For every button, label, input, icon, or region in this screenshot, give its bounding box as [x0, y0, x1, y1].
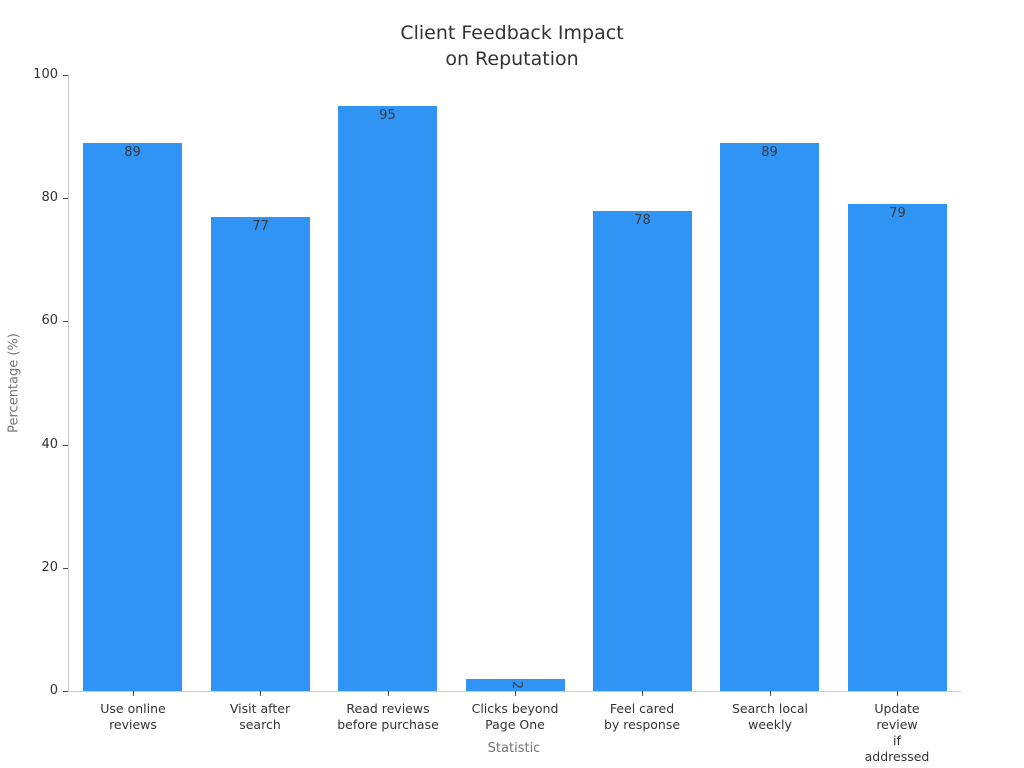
x-tick-label: Search local weekly — [731, 701, 809, 732]
bar: 79 — [848, 204, 947, 691]
x-tick-label: Update review if addressed — [864, 701, 930, 764]
y-tick-label: 60 — [41, 313, 58, 328]
bar-value-label: 89 — [124, 145, 141, 160]
y-tick-mark — [63, 445, 68, 446]
bar: 2 — [466, 679, 565, 691]
x-tick-mark — [388, 691, 389, 696]
x-tick-mark — [897, 691, 898, 696]
bar-value-label: 77 — [252, 219, 269, 234]
x-tick-label: Read reviews before purchase — [337, 701, 439, 732]
chart-title: Client Feedback Impact on Reputation — [400, 22, 624, 70]
bar-value-label: 78 — [634, 213, 651, 228]
y-tick-label: 100 — [33, 67, 58, 82]
x-tick-label: Clicks beyond Page One — [471, 701, 559, 732]
x-tick-mark — [260, 691, 261, 696]
x-tick-mark — [642, 691, 643, 696]
bar: 95 — [338, 106, 437, 691]
x-tick-label: Visit after search — [229, 701, 291, 732]
bar: 89 — [720, 143, 819, 691]
y-tick-mark — [63, 691, 68, 692]
y-tick-label: 20 — [41, 560, 58, 575]
y-tick-mark — [63, 321, 68, 322]
bar: 89 — [83, 143, 182, 691]
y-tick-label: 80 — [41, 190, 58, 205]
y-axis-label: Percentage (%) — [6, 333, 22, 433]
bar: 78 — [593, 211, 692, 691]
bar-value-label: 89 — [761, 145, 778, 160]
x-axis-label: Statistic — [487, 741, 541, 756]
y-tick-mark — [63, 568, 68, 569]
y-tick-label: 40 — [41, 437, 58, 452]
y-tick-mark — [63, 198, 68, 199]
bar: 77 — [211, 217, 310, 691]
plot-area: 0 20 40 60 80 100 89 Use online reviews 77 Visit … — [33, 67, 961, 764]
x-tick-mark — [133, 691, 134, 696]
bar-value-label: 79 — [889, 206, 906, 221]
x-tick-mark — [770, 691, 771, 696]
bar-value-label: 95 — [379, 108, 396, 123]
y-tick-mark — [63, 75, 68, 76]
x-tick-label: Feel cared by response — [603, 701, 681, 732]
y-tick-label: 0 — [49, 683, 58, 698]
bar-value-label: 2 — [508, 680, 524, 690]
x-tick-label: Use online reviews — [100, 701, 166, 732]
x-tick-mark — [515, 691, 516, 696]
